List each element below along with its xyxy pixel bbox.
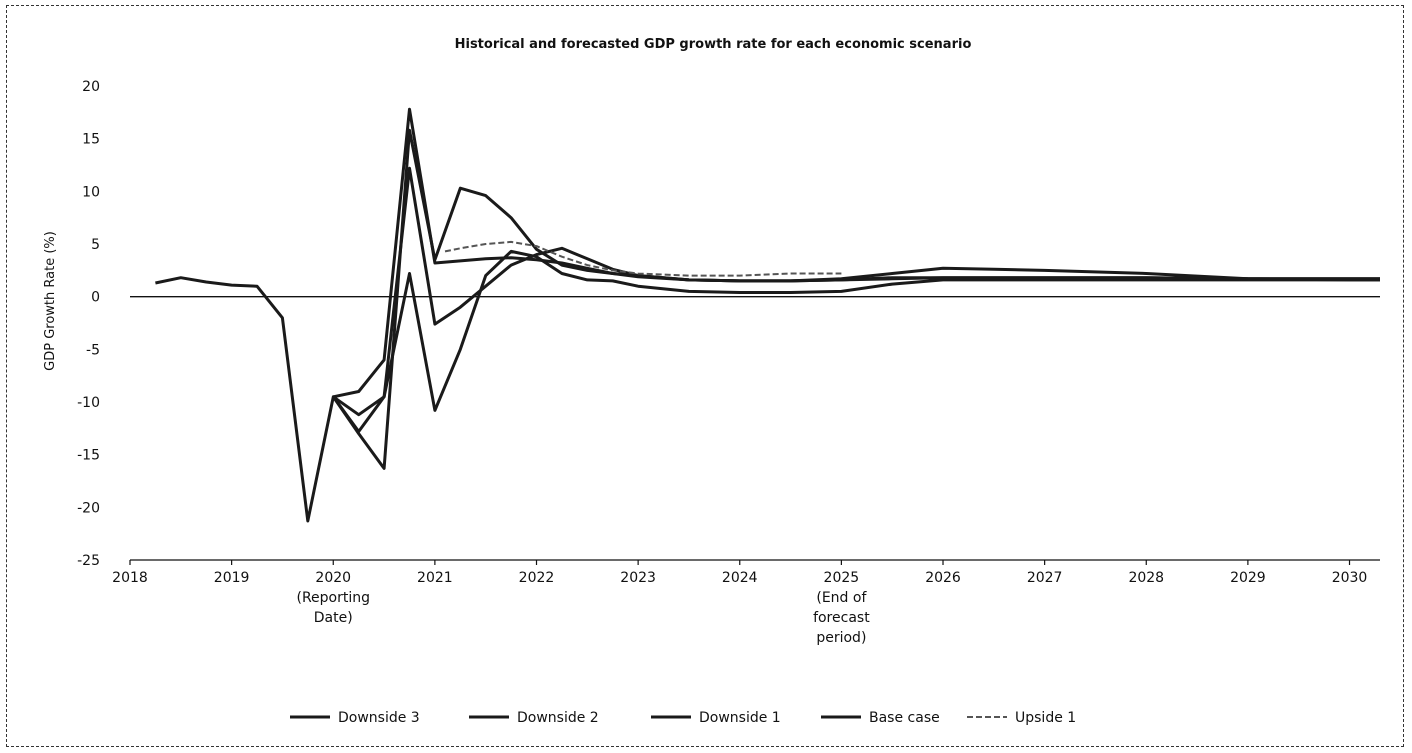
x-tick-label: 2021	[417, 570, 453, 586]
x-tick-label: 2020 (Reporting Date)	[296, 570, 370, 626]
legend-label: Base case	[869, 710, 940, 726]
series-line-5	[444, 240, 842, 277]
y-tick-label: -10	[77, 395, 100, 411]
series-line-2	[332, 166, 1380, 417]
y-tick-label: 10	[82, 184, 100, 200]
series-line-1	[155, 249, 1380, 523]
x-tick-label: 2018	[112, 570, 148, 586]
x-tick-label: 2028	[1128, 570, 1164, 586]
y-tick-label: 20	[82, 79, 100, 95]
y-tick-label: -5	[86, 342, 100, 358]
y-tick-label: 5	[91, 237, 100, 253]
legend: Downside 3 Downside 2 Downside 1 Base case U…	[290, 710, 1076, 726]
y-tick-label: -20	[77, 500, 100, 516]
y-tick-label: 15	[82, 132, 100, 148]
x-tick-label: 2019	[214, 570, 250, 586]
legend-label: Downside 1	[699, 710, 781, 726]
series-line-4	[332, 107, 1380, 399]
x-tick-label: 2026	[925, 570, 961, 586]
legend-label: Upside 1	[1015, 710, 1076, 726]
series-line-3	[332, 128, 1380, 470]
chart-title: Historical and forecasted GDP growth rat…	[455, 37, 972, 52]
y-tick-label: -15	[77, 448, 100, 464]
y-tick-label: 0	[91, 290, 100, 306]
x-tick-label: 2025 (End of forecast period)	[813, 570, 870, 646]
x-tick-label: 2029	[1230, 570, 1266, 586]
x-tick-label: 2027	[1027, 570, 1063, 586]
legend-label: Downside 3	[338, 710, 420, 726]
y-tick-label: -25	[77, 553, 100, 569]
legend-label: Downside 2	[517, 710, 599, 726]
y-axis-label: GDP Growth Rate (%)	[43, 231, 58, 371]
x-tick-label: 2024	[722, 570, 758, 586]
series-lines	[155, 107, 1380, 523]
x-tick-label: 2022	[519, 570, 555, 586]
axes: 20 15 10 5 0 -5 -10 -15 -20 -25 2018 2019 2020 (Repor…	[77, 79, 1380, 646]
x-tick-label: 2030	[1332, 570, 1368, 586]
x-tick-label: 2023	[620, 570, 656, 586]
chart-frame	[6, 5, 1404, 747]
